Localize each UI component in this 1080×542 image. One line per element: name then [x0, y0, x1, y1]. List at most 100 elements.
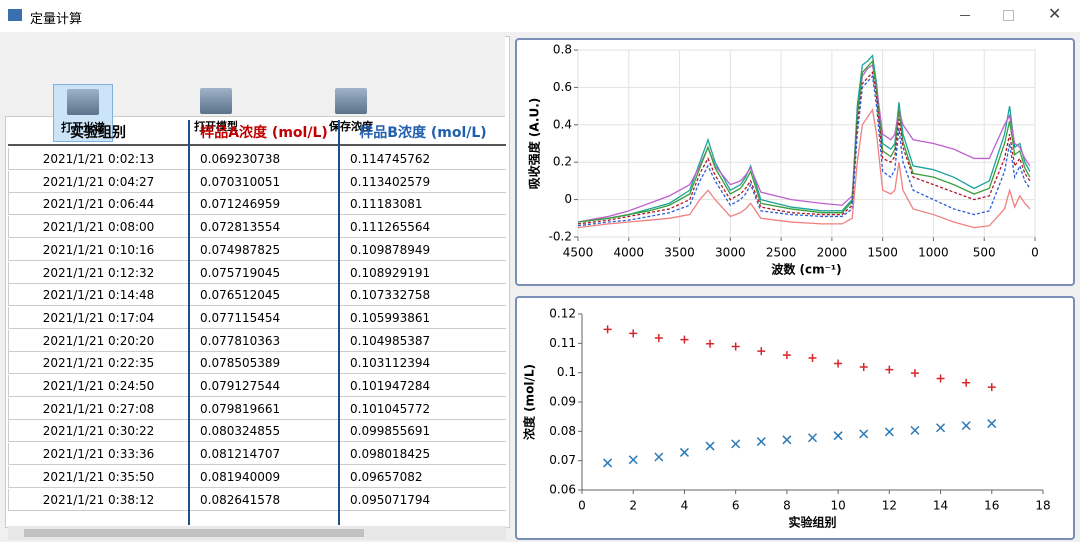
table-cell: 0.099855691 — [340, 420, 506, 443]
point — [936, 423, 946, 433]
open-spectrum[interactable]: 打开光谱 — [53, 84, 113, 142]
table-cell: 2021/1/21 0:02:13 — [8, 148, 188, 170]
table-cell: 0.078505389 — [190, 352, 338, 375]
x-tick-label: 1000 — [918, 246, 949, 260]
point — [987, 419, 997, 429]
y-tick-label: 0.12 — [549, 307, 576, 321]
table-cell: 2021/1/21 0:20:20 — [8, 329, 188, 352]
x-tick-label: 0 — [578, 499, 586, 513]
table-cell: 0.080324855 — [190, 420, 338, 443]
plot-area — [582, 314, 1043, 490]
point — [756, 437, 766, 447]
point — [603, 325, 612, 334]
table-cell: 2021/1/21 0:27:08 — [8, 397, 188, 420]
minimize[interactable] — [960, 15, 970, 16]
point — [910, 369, 919, 378]
point — [603, 458, 613, 468]
spectrum-line — [577, 71, 1031, 225]
table-cell: 0.079819661 — [190, 398, 338, 420]
y-tick-label: 0.09 — [549, 395, 576, 409]
point — [731, 342, 740, 351]
table-cell: 0.114745762 — [340, 148, 506, 170]
x-tick-label: 1500 — [867, 246, 898, 260]
x-tick-label: 6 — [732, 499, 740, 513]
point — [680, 335, 689, 344]
table-cell: 2021/1/21 0:10:16 — [8, 238, 188, 261]
table-cell: 0.095071794 — [340, 489, 506, 511]
y-tick-label: 0.11 — [549, 336, 576, 350]
point — [757, 347, 766, 356]
y-tick-label: 0.2 — [553, 155, 572, 169]
y-tick-label: 0.4 — [553, 117, 572, 131]
title-bar: 定量计算 ✕ — [0, 0, 1080, 32]
spectrum-line — [577, 54, 1031, 223]
point — [884, 427, 894, 437]
button-label: 保存浓度 — [329, 120, 373, 133]
h-scrollbar[interactable] — [8, 526, 506, 540]
y-tick-label: 0.06 — [549, 483, 576, 497]
point — [885, 365, 894, 374]
point — [782, 351, 791, 360]
spectrum-line — [577, 74, 1031, 227]
table-cell: 2021/1/21 0:22:35 — [8, 352, 188, 375]
point — [654, 333, 663, 342]
point — [782, 435, 792, 445]
table-cell: 0.105993861 — [340, 307, 506, 329]
table-cell: 0.077115454 — [190, 307, 338, 329]
y-tick-label: 0.07 — [549, 453, 576, 467]
button-label: 打开模型 — [194, 120, 238, 133]
column-divider — [188, 120, 190, 525]
table-cell: 0.082641578 — [190, 489, 338, 511]
point — [859, 429, 869, 439]
table-cell: 0.11183081 — [340, 193, 506, 216]
x-tick-label: 2500 — [766, 246, 797, 260]
table-cell: 0.069230738 — [190, 148, 338, 170]
save-concentration[interactable]: 保存浓度 — [322, 84, 380, 140]
table-cell: 0.109878949 — [340, 239, 506, 261]
button-label: 打开光谱 — [61, 121, 105, 134]
maximize[interactable] — [1003, 10, 1014, 21]
window-title: 定量计算 — [30, 12, 83, 27]
table-cell: 0.098018425 — [340, 443, 506, 466]
column-header: 样品B浓度 (mol/L) — [340, 120, 506, 146]
spectrum-line — [577, 59, 1031, 223]
app-icon — [8, 9, 22, 21]
x-tick-label: 3500 — [664, 246, 695, 260]
table-cell: 2021/1/21 0:30:22 — [8, 420, 188, 443]
x-tick-label: 12 — [882, 499, 897, 513]
point — [962, 378, 971, 387]
y-tick-label: 0.08 — [549, 424, 576, 438]
point — [679, 447, 689, 457]
y-tick-label: 0.1 — [557, 365, 576, 379]
column-header: 实验组别 — [8, 120, 188, 146]
point — [808, 354, 817, 363]
spectrum-line — [577, 63, 1031, 223]
x-tick-label: 14 — [933, 499, 948, 513]
point — [628, 455, 638, 465]
table-cell: 0.103112394 — [340, 352, 506, 375]
table-cell: 2021/1/21 0:04:27 — [8, 170, 188, 193]
point — [961, 421, 971, 431]
table-cell: 0.077810363 — [190, 330, 338, 352]
open-model[interactable]: 打开模型 — [187, 84, 245, 140]
x-tick-label: 2 — [629, 499, 637, 513]
x-tick-label: 4 — [681, 499, 689, 513]
y-tick-label: -0.2 — [549, 230, 572, 244]
x-tick-label: 8 — [783, 499, 791, 513]
table-cell: 2021/1/21 0:08:00 — [8, 216, 188, 239]
table-cell: 2021/1/21 0:24:50 — [8, 375, 188, 397]
x-tick-label: 10 — [830, 499, 845, 513]
point — [833, 431, 843, 441]
x-tick-label: 16 — [984, 499, 999, 513]
close[interactable]: ✕ — [1048, 4, 1062, 23]
table-cell: 0.074987825 — [190, 239, 338, 261]
table-cell: 0.075719045 — [190, 262, 338, 284]
concentration-panel — [515, 296, 1075, 540]
y-tick-label: 0.8 — [553, 43, 572, 57]
table-cell: 0.108929191 — [340, 262, 506, 284]
table-cell: 2021/1/21 0:33:36 — [8, 443, 188, 466]
y-tick-label: 0 — [564, 192, 572, 206]
table-cell: 0.071246959 — [190, 193, 338, 216]
